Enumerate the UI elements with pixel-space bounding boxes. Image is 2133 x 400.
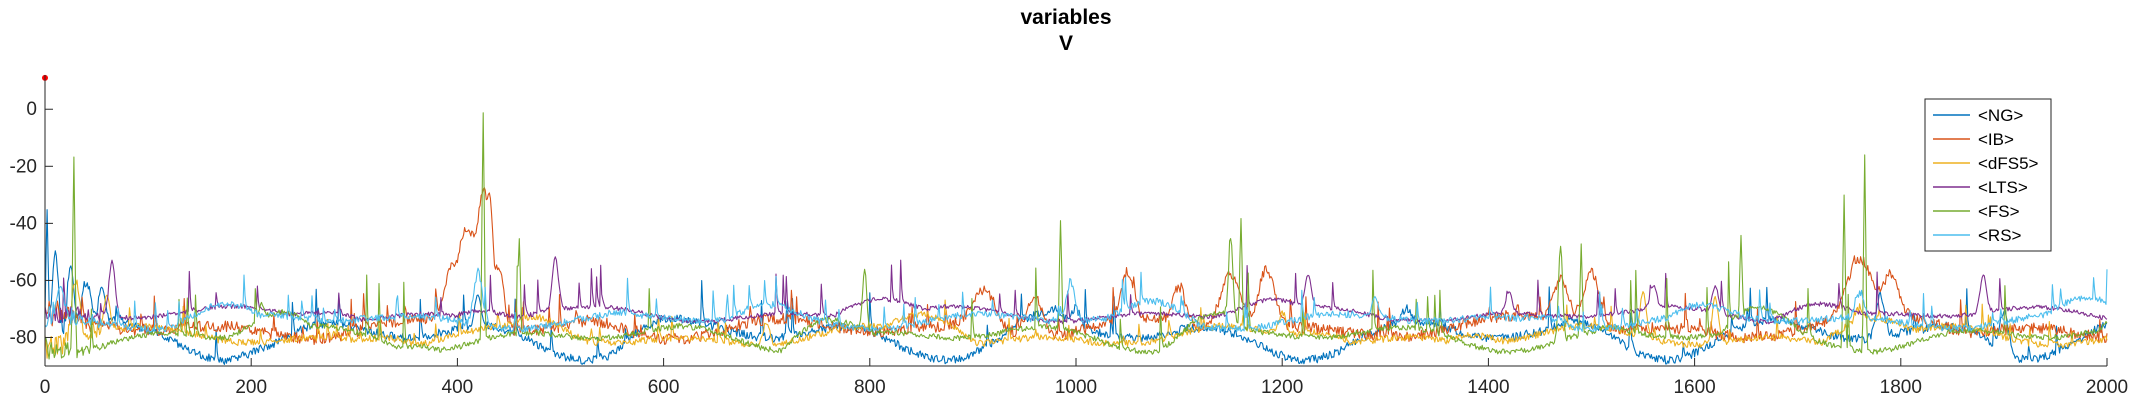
series-layer [42,74,2108,365]
y-tick-label-2: -40 [10,213,37,234]
x-tick-label-3: 600 [648,377,680,398]
legend-label-0: <NG> [1978,106,2023,125]
legend: <NG> <IB> <dFS5> <LTS> <FS> <RS> [1924,98,2052,252]
x-tick-label-7: 1400 [1467,377,1509,398]
y-tick-label-3: -60 [10,270,37,291]
x-tick-label-10: 2000 [2086,377,2128,398]
legend-label-5: <RS> [1978,226,2022,245]
x-tick-label-9: 1800 [1880,377,1922,398]
legend-label-3: <LTS> [1978,178,2028,197]
x-tick-label-2: 400 [442,377,474,398]
chart-subtitle: V [1059,32,1073,55]
legend-label-2: <dFS5> [1978,154,2039,173]
x-tick-label-6: 1200 [1261,377,1303,398]
x-tick-label-4: 800 [854,377,886,398]
legend-label-4: <FS> [1978,202,2020,221]
series-line-2 [44,279,2108,359]
axes-layer: 0 200 400 600 800 1000 1200 1400 1600 1800 2000 0 -2… [10,75,2128,398]
chart-title: variables [1020,6,1111,29]
legend-label-1: <IB> [1978,130,2014,149]
x-tick-label-0: 0 [40,377,51,398]
legend-box [1924,98,2052,252]
series-line-4 [44,112,2108,360]
x-tick-label-1: 200 [235,377,267,398]
series-line-5 [44,267,2108,333]
y-tick-label-1: -20 [10,156,37,177]
y-tick-label-0: 0 [26,99,37,120]
x-tick-label-8: 1600 [1673,377,1715,398]
x-tick-label-5: 1000 [1055,377,1097,398]
y-tick-label-4: -80 [10,327,37,348]
